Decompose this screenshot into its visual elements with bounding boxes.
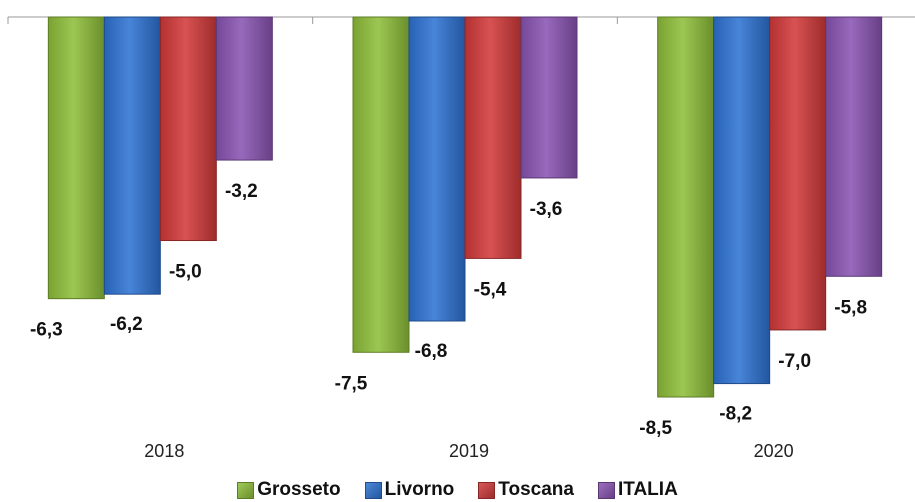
category-label-2019: 2019 [449, 441, 489, 461]
category-label-2018: 2018 [144, 441, 184, 461]
legend-item-toscana: Toscana [478, 479, 574, 501]
legend-swatch-toscana [478, 481, 496, 499]
bar-livorno-2020 [713, 16, 771, 385]
data-label-toscana-2019: -5,4 [474, 279, 507, 300]
bar-grosseto-2019 [352, 16, 410, 353]
legend-item-grosseto: Grosseto [237, 479, 341, 501]
bar-toscana-2018 [159, 16, 217, 242]
bar-livorno-2018 [103, 16, 161, 295]
data-label-grosseto-2020: -8,5 [639, 418, 672, 439]
legend-label-italia: ITALIA [617, 479, 678, 500]
legend-item-italia: ITALIA [597, 479, 678, 501]
data-label-italia-2019: -3,6 [530, 199, 563, 220]
legend-swatch-grosseto [237, 481, 255, 499]
data-label-grosseto-2018: -6,3 [30, 320, 63, 341]
legend: Grosseto Livorno Toscana ITALIA [0, 478, 915, 502]
data-label-livorno-2018: -6,2 [110, 314, 143, 335]
legend-label-grosseto: Grosseto [257, 479, 341, 500]
bar-italia-2018 [215, 16, 273, 161]
category-label-2020: 2020 [754, 441, 794, 461]
data-label-toscana-2018: -5,0 [169, 262, 202, 283]
bar-chart: -6,3 -6,2 -5,0 -3,2 -7,5 -6,8 -5,4 -3,6 -8,5 -8,2… [7, 16, 915, 461]
data-label-livorno-2019: -6,8 [415, 341, 448, 362]
data-label-toscana-2020: -7,0 [778, 351, 811, 372]
bar-livorno-2019 [408, 16, 466, 322]
bar-toscana-2019 [464, 16, 522, 259]
bar-grosseto-2018 [47, 16, 105, 300]
bar-grosseto-2020 [657, 16, 715, 398]
legend-label-toscana: Toscana [498, 479, 574, 500]
data-label-italia-2020: -5,8 [834, 297, 867, 318]
bar-italia-2020 [825, 16, 883, 277]
bar-italia-2019 [520, 16, 578, 179]
bar-toscana-2020 [769, 16, 827, 331]
legend-item-livorno: Livorno [364, 479, 455, 501]
legend-swatch-italia [597, 481, 615, 499]
data-label-italia-2018: -3,2 [225, 181, 258, 202]
data-label-grosseto-2019: -7,5 [335, 373, 368, 394]
legend-swatch-livorno [364, 481, 382, 499]
legend-label-livorno: Livorno [384, 479, 455, 500]
data-label-livorno-2020: -8,2 [719, 404, 752, 425]
